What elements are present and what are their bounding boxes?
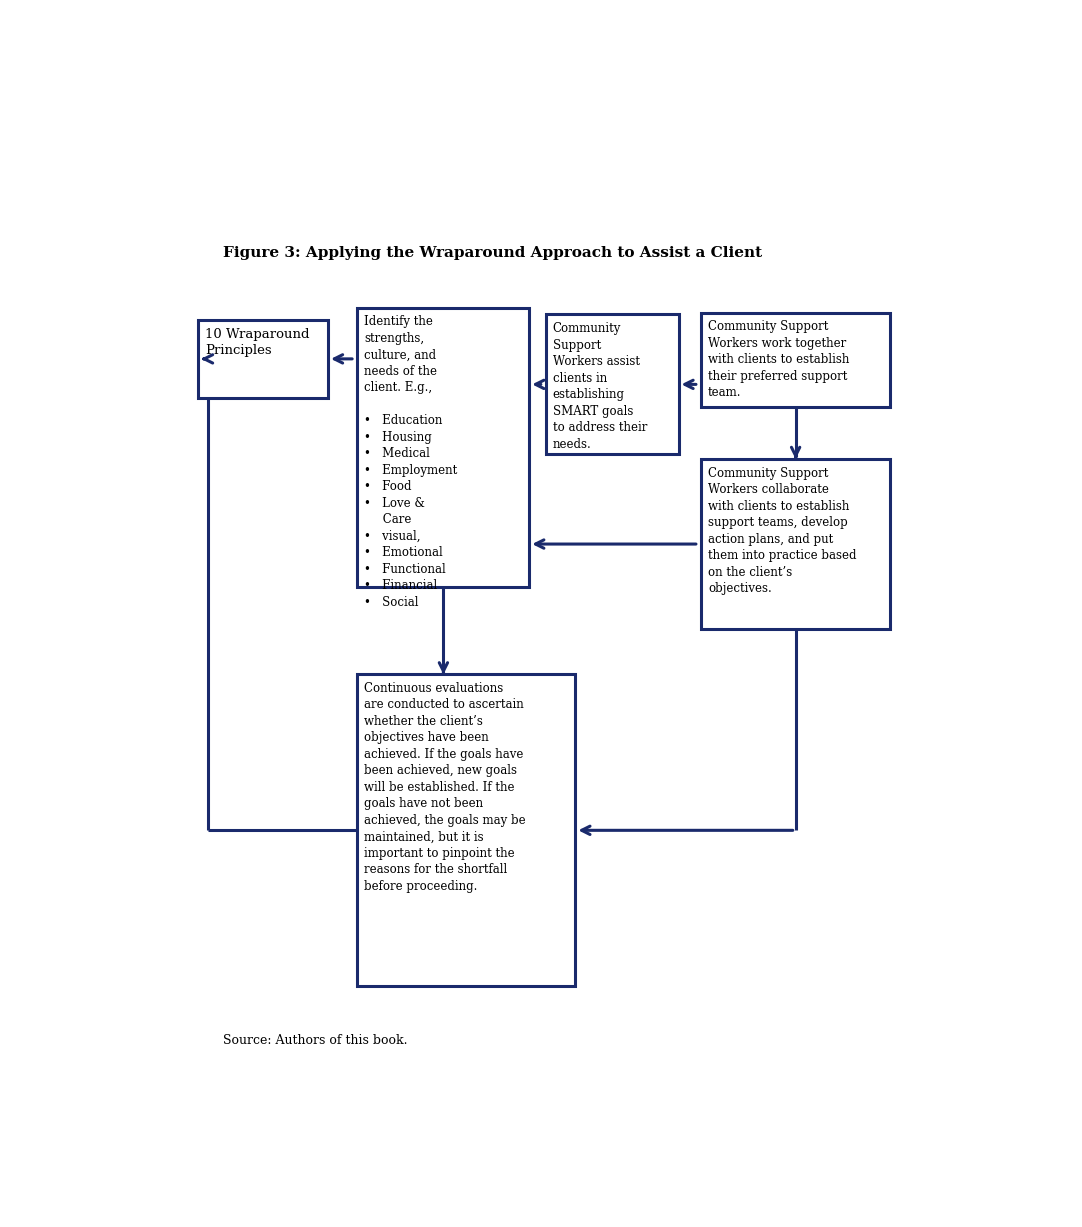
Bar — [357, 675, 576, 987]
Bar — [198, 320, 328, 398]
Bar — [546, 314, 678, 454]
Text: Identify the
strengths,
culture, and
needs of the
client. E.g.,

•   Education
•: Identify the strengths, culture, and nee… — [365, 315, 458, 609]
Text: 10 Wraparound
Principles: 10 Wraparound Principles — [204, 328, 309, 357]
Bar — [701, 313, 890, 407]
Text: Community Support
Workers collaborate
with clients to establish
support teams, d: Community Support Workers collaborate wi… — [708, 466, 857, 595]
Text: Continuous evaluations
are conducted to ascertain
whether the client’s
objective: Continuous evaluations are conducted to … — [365, 682, 526, 893]
Bar — [357, 308, 529, 587]
Text: Community Support
Workers work together
with clients to establish
their preferre: Community Support Workers work together … — [708, 320, 849, 399]
Bar — [701, 459, 890, 629]
Text: Community
Support
Workers assist
clients in
establishing
SMART goals
to address : Community Support Workers assist clients… — [553, 321, 647, 450]
Text: Source: Authors of this book.: Source: Authors of this book. — [223, 1033, 408, 1047]
Text: Figure 3: Applying the Wraparound Approach to Assist a Client: Figure 3: Applying the Wraparound Approa… — [223, 247, 763, 260]
